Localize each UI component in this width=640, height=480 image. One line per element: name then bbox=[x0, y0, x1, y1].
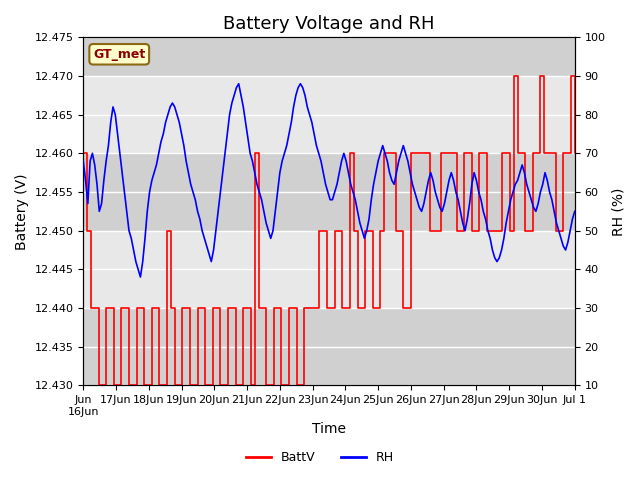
Bar bbox=[83, 0, 575, 76]
X-axis label: Time: Time bbox=[312, 422, 346, 436]
Bar bbox=[83, 153, 575, 231]
Bar bbox=[83, 308, 575, 385]
Y-axis label: RH (%): RH (%) bbox=[611, 187, 625, 236]
Legend: BattV, RH: BattV, RH bbox=[241, 446, 399, 469]
Title: Battery Voltage and RH: Battery Voltage and RH bbox=[223, 15, 435, 33]
Y-axis label: Battery (V): Battery (V) bbox=[15, 173, 29, 250]
Text: GT_met: GT_met bbox=[93, 48, 145, 61]
